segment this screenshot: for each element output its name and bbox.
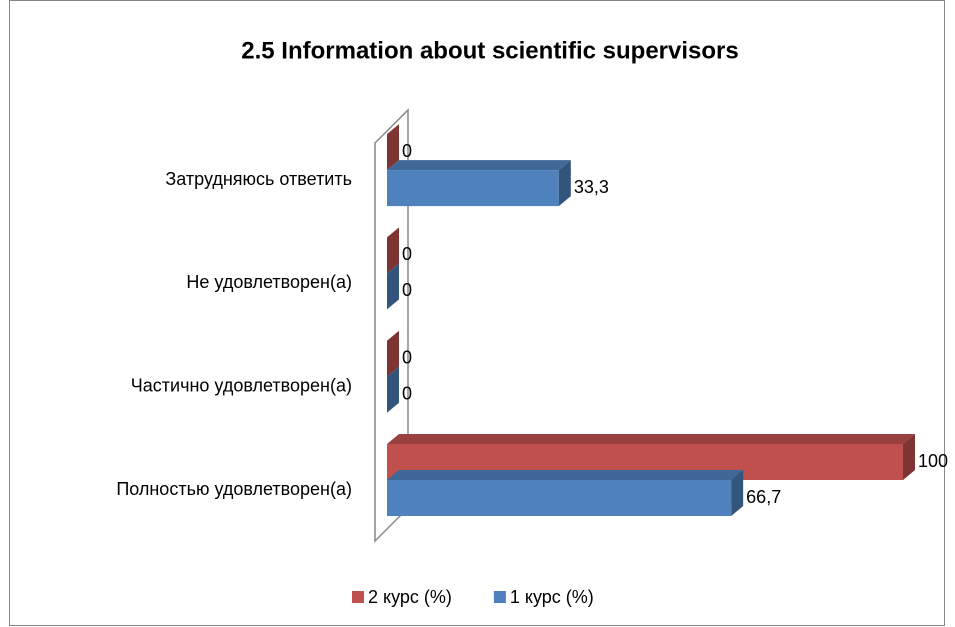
bar bbox=[387, 480, 732, 516]
bar bbox=[387, 170, 559, 207]
bar-side bbox=[903, 434, 915, 480]
category-label: Частично удовлетворен(а) bbox=[131, 375, 352, 395]
data-label: 0 bbox=[402, 383, 412, 403]
data-label: 33,3 bbox=[574, 177, 609, 197]
bar-side bbox=[387, 263, 399, 310]
legend-swatch bbox=[493, 591, 506, 603]
data-label: 66,7 bbox=[746, 487, 781, 507]
category-label: Полностью удовлетворен(а) bbox=[116, 479, 352, 499]
category-label: Не удовлетворен(а) bbox=[186, 272, 352, 292]
bar-side bbox=[731, 470, 744, 516]
bar-top bbox=[387, 160, 571, 171]
legend-label: 2 курс (%) bbox=[368, 587, 452, 607]
bar-side bbox=[387, 124, 399, 171]
data-label: 0 bbox=[402, 141, 412, 161]
data-label: 0 bbox=[402, 244, 412, 264]
data-label: 100 bbox=[918, 451, 948, 471]
chart-border bbox=[9, 0, 945, 626]
bar-side bbox=[387, 366, 399, 413]
data-label: 0 bbox=[402, 347, 412, 367]
bar-side bbox=[387, 330, 399, 377]
bar-side bbox=[387, 227, 399, 274]
chart-title: 2.5 Information about scientific supervi… bbox=[241, 37, 738, 64]
data-label: 0 bbox=[402, 280, 412, 300]
bar-side bbox=[558, 160, 571, 207]
legend-swatch bbox=[352, 591, 364, 603]
bar-top bbox=[387, 470, 744, 480]
bar-top bbox=[387, 434, 915, 444]
legend-label: 1 курс (%) bbox=[510, 587, 594, 607]
category-label: Затрудняюсь ответить bbox=[165, 169, 352, 189]
